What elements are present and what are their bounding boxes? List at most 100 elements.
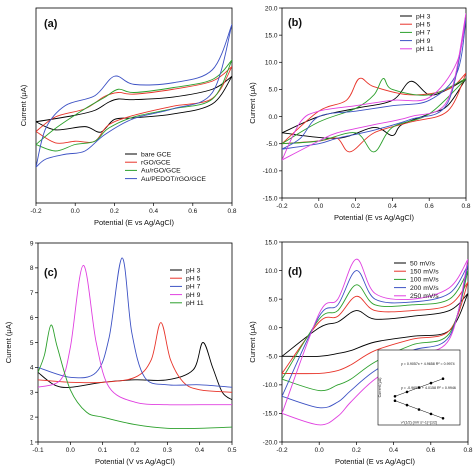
y-tick-label: 5.0 <box>268 87 277 94</box>
series-line-d-0-reverse <box>282 293 468 357</box>
series-line-b-4-forward <box>282 13 466 161</box>
x-axis-title: Potential (V vs Ag/AgCl) <box>95 457 176 466</box>
x-axis-title: Potential (E vs Ag/AgCl) <box>334 213 415 222</box>
legend-entry: 150 mV/s <box>410 269 439 276</box>
inset-point <box>417 408 421 411</box>
x-tick-label: 0.4 <box>389 447 398 454</box>
legend-entry: bare GCE <box>141 151 172 158</box>
x-tick-label: 0.5 <box>227 447 236 454</box>
series-line-c-4 <box>38 324 232 430</box>
series-line-b-4-reverse <box>282 13 466 161</box>
inset-point <box>405 390 409 394</box>
panel-d: -0.2 0.0 0.2 0.4 0.6 0.8 -20.0 -15.0 -10.0 -5.0 0.… <box>248 239 473 466</box>
x-tick-label: 0.6 <box>425 203 434 210</box>
x-tick-label: -0.2 <box>276 203 288 210</box>
plot-frame-a <box>35 7 233 204</box>
legend-c: pH 3 pH 5pH 7pH 9pH 11 <box>170 267 204 307</box>
plot-area-a <box>36 24 232 168</box>
series-line-d-2-forward <box>282 270 468 380</box>
legend-entry: Au/rGO/GCE <box>141 168 181 175</box>
x-tick-label: 0.8 <box>461 203 470 210</box>
x-tick-label: 0.2 <box>352 447 361 454</box>
series-line-d-0-forward <box>282 293 468 357</box>
inset-x-label: ν^(1/2) (mV s^-1)^(1/2) <box>401 421 437 425</box>
series-line-b-1-forward <box>282 72 466 145</box>
series-line-c-0 <box>38 342 232 401</box>
panel-label: (b) <box>288 17 302 29</box>
legend-entry: Au/PEDOT/rGO/GCE <box>141 176 206 183</box>
series-line-b-2-forward <box>282 78 466 145</box>
y-tick-label: 0.0 <box>268 325 277 332</box>
x-tick-label: 0.2 <box>351 203 360 210</box>
y-tick-label: 3 <box>30 390 34 397</box>
x-tick-label: 0.4 <box>388 203 397 210</box>
legend-a: bare GCE rGO/GCEAu/rGO/GCEAu/PEDOT/rGO/GC… <box>125 151 206 183</box>
panel-label: (a) <box>44 18 58 30</box>
legend-entry: pH 9 <box>186 292 201 299</box>
legend-entry: pH 3 <box>416 13 431 20</box>
y-tick-label: 10.0 <box>265 60 278 67</box>
y-axis-title: Current (μA) <box>248 321 257 363</box>
x-tick-label: 0.0 <box>314 203 323 210</box>
y-tick-label: 15.0 <box>265 239 278 246</box>
series-line-d-3-reverse <box>282 264 468 409</box>
inset-point <box>441 377 445 381</box>
legend-entry: pH 5 <box>186 276 201 283</box>
y-tick-label: 1 <box>30 439 34 446</box>
x-tick-label: -0.2 <box>30 208 42 215</box>
x-tick-label: 0.3 <box>163 447 172 454</box>
x-tick-label: 0.0 <box>315 447 324 454</box>
y-tick-label: 4 <box>30 365 34 372</box>
y-tick-label: -10.0 <box>263 168 278 175</box>
y-tick-label: 0.0 <box>268 114 277 121</box>
series-line-d-1-forward <box>282 281 468 374</box>
x-tick-label: 0.4 <box>195 447 204 454</box>
x-tick-label: 0.8 <box>227 208 236 215</box>
inset-equation-1: y = 0.9057x + 4.9658 R² = 0.9974 <box>401 362 455 366</box>
y-tick-label: 6 <box>30 315 34 322</box>
series-line-a-2-reverse <box>36 59 232 152</box>
y-tick-label: -15.0 <box>263 195 278 202</box>
y-tick-label: -5.0 <box>266 354 278 361</box>
x-tick-label: 0.6 <box>188 208 197 215</box>
legend-entry: pH 7 <box>186 284 201 291</box>
series-line-a-0-forward <box>36 75 232 123</box>
series-line-c-1 <box>38 322 232 393</box>
legend-entry: pH 9 <box>416 38 431 45</box>
x-tick-label: 0.0 <box>71 208 80 215</box>
y-axis-title: Current (μA) <box>19 84 28 126</box>
series-line-d-3-forward <box>282 264 468 397</box>
x-axis-title: Potential (E vs Ag/AgCl) <box>94 218 175 227</box>
y-tick-label: 7 <box>30 290 34 297</box>
y-tick-label: 9 <box>30 240 34 247</box>
legend-entry: rGO/GCE <box>141 160 171 167</box>
legend-entry: pH 11 <box>416 46 434 53</box>
x-tick-label: 0.6 <box>426 447 435 454</box>
plot-area-c <box>38 257 232 430</box>
series-line-b-3-reverse <box>282 18 466 150</box>
legend-entry: 50 mV/s <box>410 260 436 267</box>
panel-a: -0.2 0.0 0.2 0.4 0.6 0.8 Potential (E vs Ag/Ag… <box>19 7 237 227</box>
inset-point <box>405 403 409 407</box>
x-tick-label: 0.0 <box>66 447 75 454</box>
x-tick-label: 0.4 <box>149 208 158 215</box>
series-line-a-2-forward <box>36 59 232 145</box>
legend-entry: 100 mV/s <box>410 277 439 284</box>
y-tick-label: 20.0 <box>265 5 278 12</box>
series-line-c-2 <box>38 257 232 388</box>
inset-y-label: Current (μA) <box>378 378 382 398</box>
inset-point <box>393 399 397 403</box>
x-tick-label: -0.2 <box>276 447 288 454</box>
x-tick-label: 0.2 <box>110 208 119 215</box>
series-line-d-2-reverse <box>282 270 468 392</box>
series-line-d-4-reverse <box>282 259 468 426</box>
series-line-d-1-reverse <box>282 281 468 375</box>
x-tick-label: 0.1 <box>98 447 107 454</box>
inset-point <box>393 395 397 398</box>
y-tick-label: -5.0 <box>266 141 278 148</box>
series-line-a-0-reverse <box>36 75 232 133</box>
y-tick-label: 2 <box>30 414 34 421</box>
y-axis-title: Current (μA) <box>248 82 257 124</box>
